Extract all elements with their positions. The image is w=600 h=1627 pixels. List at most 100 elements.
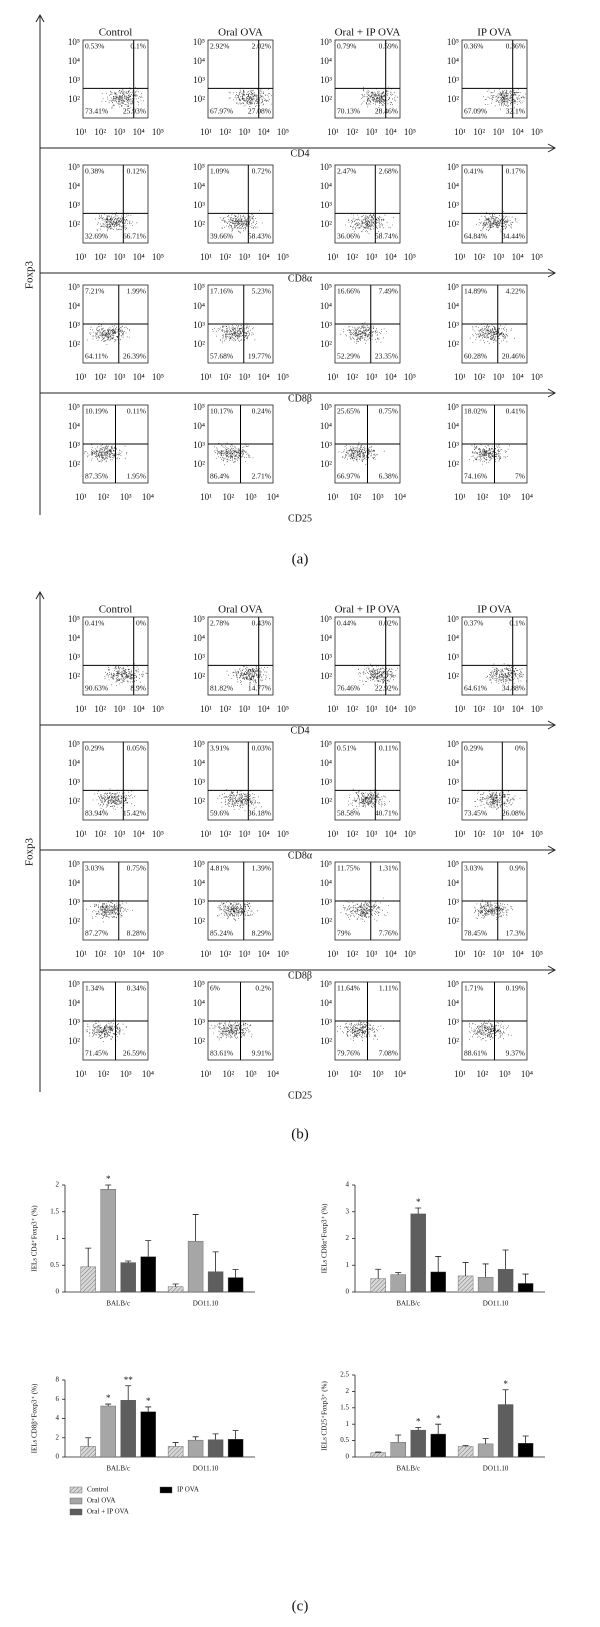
y-axis-label: IELs CD8β⁺Foxp3⁺ (%) [31, 1383, 39, 1453]
y-tick-label: 10⁴ [447, 878, 459, 888]
quadrant-percent: 57.68% [210, 352, 233, 361]
error-bar [395, 1272, 402, 1275]
error-bar [375, 1451, 382, 1453]
bar [457, 1275, 474, 1293]
y-tick-label: 10⁵ [447, 37, 459, 47]
quadrant-percent: 0% [136, 619, 146, 628]
y-tick-label: 10³ [320, 897, 332, 907]
x-tick-label: 10⁵ [404, 949, 416, 959]
bar [227, 1277, 244, 1293]
bar [227, 1438, 244, 1458]
dot-cloud [217, 789, 262, 812]
gate-lines [335, 617, 400, 695]
y-tick-label: 10⁴ [68, 878, 80, 888]
quadrant-percent: 79.76% [337, 1049, 360, 1058]
x-tick-label: 10¹ [327, 829, 339, 839]
quadrant-percent: 0.75% [379, 407, 398, 416]
x-tick-label: 10³ [366, 829, 378, 839]
quadrant-percent: 74.16% [464, 472, 487, 481]
x-tick-label: 10⁴ [258, 704, 270, 714]
x-axis-label: CD25 [288, 513, 312, 524]
plot-frame [334, 164, 401, 244]
gate-lines [208, 285, 273, 363]
quadrant-percent: 0% [515, 744, 525, 753]
plot-frame [207, 616, 274, 696]
x-tick-label: 10² [97, 1069, 109, 1079]
y-tick-label: 0 [346, 1288, 350, 1296]
quadrant-percent: 0.1% [130, 42, 146, 51]
x-tick-label: 10⁴ [258, 829, 270, 839]
x-tick-label: 10¹ [454, 949, 466, 959]
dot-cloud [474, 790, 521, 811]
x-tick-label: 10³ [372, 1069, 384, 1079]
x-tick-label: 10⁴ [512, 252, 524, 262]
x-tick-label: 10³ [239, 372, 251, 382]
y-tick-label: 10² [320, 219, 332, 229]
y-tick-label: 10³ [193, 652, 205, 662]
x-tick-label: 10³ [239, 127, 251, 137]
bar [140, 1256, 156, 1293]
y-tick-label: 2 [346, 1387, 350, 1395]
row-axis-arrow [40, 388, 557, 398]
quadrant-percent: 25.93% [123, 107, 146, 116]
y-tick-label: 10³ [68, 1017, 80, 1027]
y-tick-label: 10² [320, 671, 332, 681]
x-tick-label: 10³ [114, 949, 126, 959]
quadrant-percent: 78.45% [464, 929, 487, 938]
x-tick-label: 10² [94, 704, 106, 714]
x-tick-label: 10¹ [327, 127, 339, 137]
plot-frame [461, 616, 528, 696]
x-axis-label: CD4 [291, 725, 310, 736]
plot-frame [82, 616, 149, 696]
error-bar [232, 1269, 239, 1278]
quadrant-percent: 58.58% [337, 809, 360, 818]
y-tick-label: 10⁵ [68, 979, 80, 989]
row-axis-arrow [40, 845, 557, 855]
quadrant-percent: 0.24% [252, 407, 271, 416]
gate-lines [208, 617, 273, 695]
x-tick-label: DO11.10 [193, 1465, 219, 1473]
quadrant-percent: 58.43% [248, 232, 271, 241]
x-axis-label: CD8β [288, 970, 312, 981]
dot-cloud [340, 322, 387, 344]
dot-cloud [338, 441, 385, 465]
bar [410, 1429, 426, 1458]
x-tick-label: 10⁴ [512, 704, 524, 714]
y-tick-label: 10² [193, 671, 205, 681]
x-tick-label: 10² [346, 252, 358, 262]
quadrant-percent: 26.08% [502, 809, 525, 818]
quadrant-percent: 8.9% [130, 684, 146, 693]
quadrant-percent: 0.2% [255, 984, 271, 993]
quadrant-percent: 32.69% [85, 232, 108, 241]
x-tick-label: 10² [219, 949, 231, 959]
gate-lines [335, 285, 400, 363]
x-tick-label: 10¹ [327, 1069, 339, 1079]
column-title: IP OVA [477, 27, 512, 39]
y-tick-label: 10³ [68, 320, 80, 330]
y-tick-label: 6 [56, 1395, 60, 1403]
x-tick-label: 10¹ [75, 829, 87, 839]
y-tick-label: 10³ [320, 777, 332, 787]
x-tick-label: 10³ [239, 704, 251, 714]
y-tick-label: 10³ [447, 1017, 459, 1027]
x-tick-label: 10⁵ [152, 127, 164, 137]
x-tick-label: 10² [473, 372, 485, 382]
y-tick-label: 10³ [68, 652, 80, 662]
y-tick-label: 0.5 [50, 1261, 59, 1269]
x-tick-label: 10³ [114, 829, 126, 839]
quadrant-percent: 64.11% [85, 352, 108, 361]
x-tick-label: 10⁵ [531, 372, 543, 382]
legend-label: Oral + IP OVA [87, 1508, 129, 1516]
x-tick-label: DO11.10 [483, 1465, 509, 1473]
quadrant-percent: 7.49% [379, 287, 398, 296]
quadrant-percent: 8.29% [252, 929, 271, 938]
y-tick-label: 10⁵ [320, 162, 332, 172]
y-tick-label: 10⁵ [447, 162, 459, 172]
y-tick-label: 0 [56, 1288, 60, 1296]
legend-swatch [159, 1486, 173, 1494]
y-tick-label: 10⁵ [320, 282, 332, 292]
y-axis-label: Foxp3 [24, 837, 36, 866]
quadrant-percent: 0.43% [252, 619, 271, 628]
x-tick-label: 10² [94, 127, 106, 137]
bar [120, 1400, 136, 1458]
